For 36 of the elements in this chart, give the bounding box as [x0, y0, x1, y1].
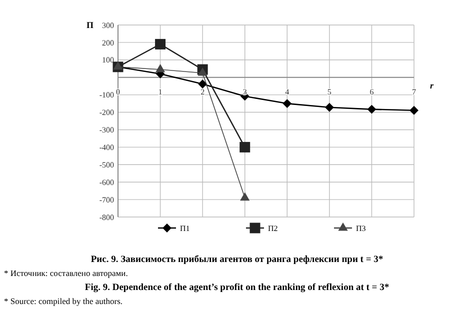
- y-tick-label: 100: [102, 56, 114, 65]
- y-tick-label: -100: [99, 90, 114, 100]
- y-tick-label: 300: [102, 20, 114, 30]
- x-tick-label: 5: [327, 87, 332, 96]
- y-tick-label: -700: [99, 195, 114, 204]
- text: Рис. 9. Зависимость прибыли агентов от ранга рефлексии при t = 3*: [90, 255, 384, 265]
- x-axis-title: r: [430, 80, 434, 90]
- point: [198, 80, 208, 88]
- y-tick-label: -400: [99, 142, 114, 152]
- point: [240, 142, 250, 152]
- y-tick-label: -200: [99, 108, 114, 118]
- legend-label: П1: [180, 224, 190, 233]
- point: [240, 192, 250, 201]
- legend-label: П3: [356, 224, 366, 233]
- point: [367, 104, 376, 114]
- x-tick-label: 2: [200, 87, 205, 96]
- point: [155, 38, 166, 50]
- caption: Fig. 9. Dependence of the agent’s profit on the ranking of reflexion at t = 3*: [84, 283, 390, 293]
- point: [198, 67, 208, 76]
- legend-label: П2: [268, 224, 278, 233]
- y-tick-label: -300: [99, 126, 114, 135]
- point: [324, 102, 334, 112]
- y-tick-label: 200: [102, 38, 114, 48]
- text: * Источник: составлено авторами.: [4, 268, 128, 278]
- y-axis-title: П: [86, 20, 94, 30]
- x-tick-label: 4: [285, 87, 290, 96]
- y-tick-label: -600: [99, 178, 114, 187]
- text: * Source: compiled by the authors.: [4, 296, 123, 306]
- y-tick-label: -800: [99, 212, 114, 222]
- y-tick-label: -500: [99, 160, 114, 170]
- x-tick-label: 1: [158, 87, 162, 96]
- x-tick-label: 7: [412, 87, 416, 96]
- x-tick-label: 6: [370, 87, 374, 96]
- point: [155, 64, 166, 72]
- point: [410, 106, 418, 115]
- point: [282, 99, 292, 108]
